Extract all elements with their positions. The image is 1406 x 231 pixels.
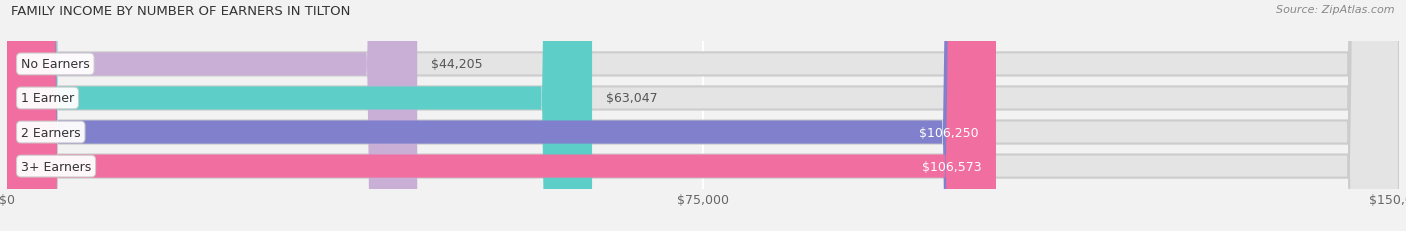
Text: $44,205: $44,205 (432, 58, 482, 71)
Text: $63,047: $63,047 (606, 92, 658, 105)
FancyBboxPatch shape (7, 0, 1399, 231)
FancyBboxPatch shape (7, 0, 592, 231)
Text: No Earners: No Earners (21, 58, 90, 71)
FancyBboxPatch shape (7, 0, 418, 231)
Text: Source: ZipAtlas.com: Source: ZipAtlas.com (1277, 5, 1395, 15)
FancyBboxPatch shape (7, 0, 1399, 231)
Text: 1 Earner: 1 Earner (21, 92, 75, 105)
FancyBboxPatch shape (7, 0, 995, 231)
Text: $106,573: $106,573 (922, 160, 981, 173)
Text: FAMILY INCOME BY NUMBER OF EARNERS IN TILTON: FAMILY INCOME BY NUMBER OF EARNERS IN TI… (11, 5, 350, 18)
Text: 2 Earners: 2 Earners (21, 126, 80, 139)
Text: 3+ Earners: 3+ Earners (21, 160, 91, 173)
Text: $106,250: $106,250 (920, 126, 979, 139)
FancyBboxPatch shape (7, 0, 993, 231)
FancyBboxPatch shape (7, 0, 1399, 231)
FancyBboxPatch shape (7, 0, 1399, 231)
